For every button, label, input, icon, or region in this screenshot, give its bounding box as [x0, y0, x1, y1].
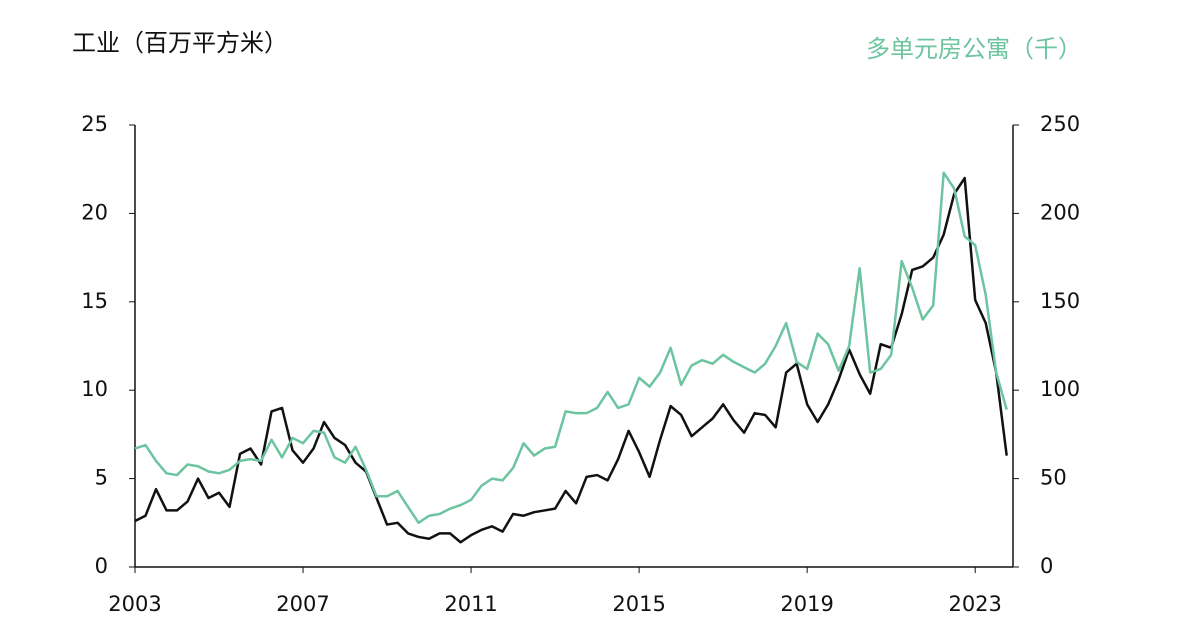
y2-tick-label: 250 — [1040, 112, 1080, 136]
y-axis-label: 工业（百万平方米） — [72, 29, 288, 57]
x-tick-label: 2007 — [276, 592, 329, 616]
series-line — [134, 171, 1008, 525]
x-tick-label: 2003 — [108, 592, 161, 616]
x-tick-label: 2011 — [444, 592, 497, 616]
series-line — [134, 176, 1008, 544]
y2-tick-label: 150 — [1040, 289, 1080, 313]
y-tick-label: 5 — [95, 466, 108, 490]
y-tick-label: 25 — [81, 112, 108, 136]
y2-tick-label: 50 — [1040, 466, 1067, 490]
y2-tick-label: 200 — [1040, 200, 1080, 224]
y-tick-label: 0 — [95, 554, 108, 578]
x-tick-label: 2019 — [780, 592, 833, 616]
y-tick-label: 10 — [81, 377, 108, 401]
x-tick-label: 2015 — [612, 592, 665, 616]
y-tick-label: 20 — [81, 200, 108, 224]
x-tick-label: 2023 — [948, 592, 1001, 616]
y2-tick-label: 0 — [1040, 554, 1053, 578]
y2-tick-label: 100 — [1040, 377, 1080, 401]
y-tick-label: 15 — [81, 289, 108, 313]
y2-axis-label: 多单元房公寓（千） — [866, 35, 1082, 63]
